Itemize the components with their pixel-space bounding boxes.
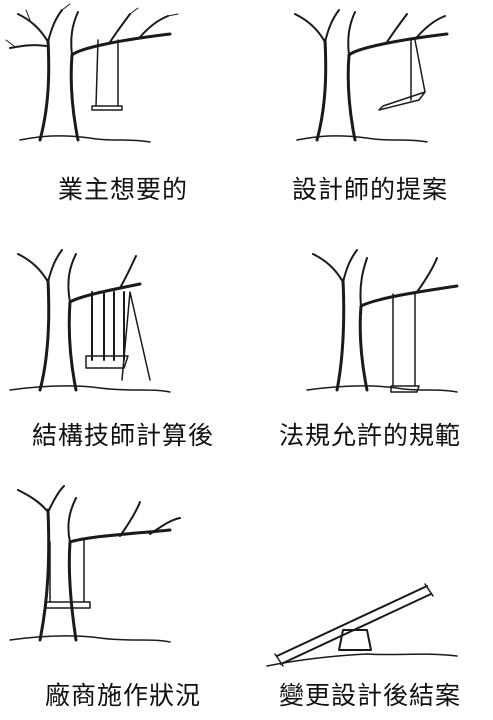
tree-swing-sketch — [5, 3, 179, 143]
seesaw-sketch — [266, 583, 458, 667]
panel-engineer-calculation: 結構技師計算後 — [0, 240, 246, 480]
tree-swing-sketch — [294, 9, 449, 143]
panel-regulations-allowed: 法規允許的規範 — [247, 240, 493, 480]
caption-designer-proposal: 設計師的提案 — [291, 175, 448, 204]
caption-contractor-built: 廠商施作狀況 — [44, 681, 201, 710]
panel-client-wanted: 業主想要的 — [0, 0, 246, 240]
tree-swing-sketch — [9, 485, 181, 643]
tree-swing-sketch — [306, 249, 459, 393]
caption-engineer-calculation: 結構技師計算後 — [31, 421, 214, 450]
tree-swing-sketch — [9, 249, 171, 393]
panel-designer-proposal: 設計師的提案 — [247, 0, 493, 240]
caption-client-wanted: 業主想要的 — [57, 175, 188, 204]
panel-final-changed: 變更設計後結案 — [247, 480, 493, 720]
panel-contractor-built: 廠商施作狀況 — [0, 480, 246, 720]
caption-final-changed: 變更設計後結案 — [278, 681, 461, 710]
caption-regulations-allowed: 法規允許的規範 — [278, 421, 461, 450]
